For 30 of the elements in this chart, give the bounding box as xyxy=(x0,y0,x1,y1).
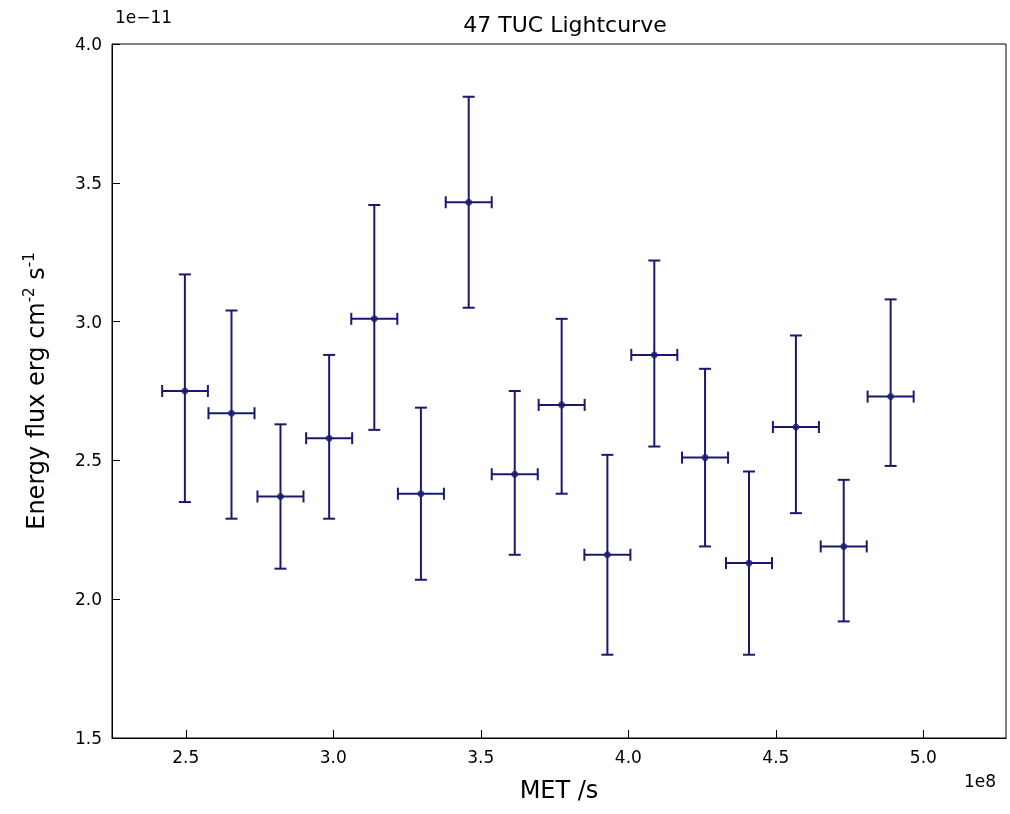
x-tick-label: 3.5 xyxy=(467,746,495,767)
y-tick-label: 2.5 xyxy=(74,450,102,471)
y-axis-title: Energy flux erg cm-2 s-1 xyxy=(19,252,50,530)
x-tick-label: 2.5 xyxy=(172,746,200,767)
point xyxy=(650,351,658,359)
x-tick-label: 4.0 xyxy=(614,746,642,767)
point xyxy=(465,198,473,206)
x-axis-title: MET /s xyxy=(519,776,599,804)
point xyxy=(887,393,895,401)
point xyxy=(603,551,611,559)
y-tick-label: 3.5 xyxy=(74,172,102,193)
point xyxy=(325,434,333,442)
point xyxy=(701,454,709,462)
point xyxy=(511,470,519,478)
x-tick-label: 5.0 xyxy=(909,746,937,767)
x-tick-label: 3.0 xyxy=(319,746,347,767)
point xyxy=(558,401,566,409)
y-tick-label: 2.0 xyxy=(74,589,102,610)
point xyxy=(840,542,848,550)
text: 1e−11 xyxy=(115,6,173,27)
y-tick-label: 4.0 xyxy=(74,34,102,54)
point xyxy=(417,490,425,498)
x-tick-label: 4.5 xyxy=(762,746,790,767)
point xyxy=(276,492,284,500)
y-tick-label: 3.0 xyxy=(74,311,102,332)
point xyxy=(370,315,378,323)
y-tick-label: 1.5 xyxy=(74,728,102,748)
chart-title: 47 TUC Lightcurve xyxy=(463,11,667,37)
text: 1e8 xyxy=(963,770,996,791)
point xyxy=(228,409,235,417)
